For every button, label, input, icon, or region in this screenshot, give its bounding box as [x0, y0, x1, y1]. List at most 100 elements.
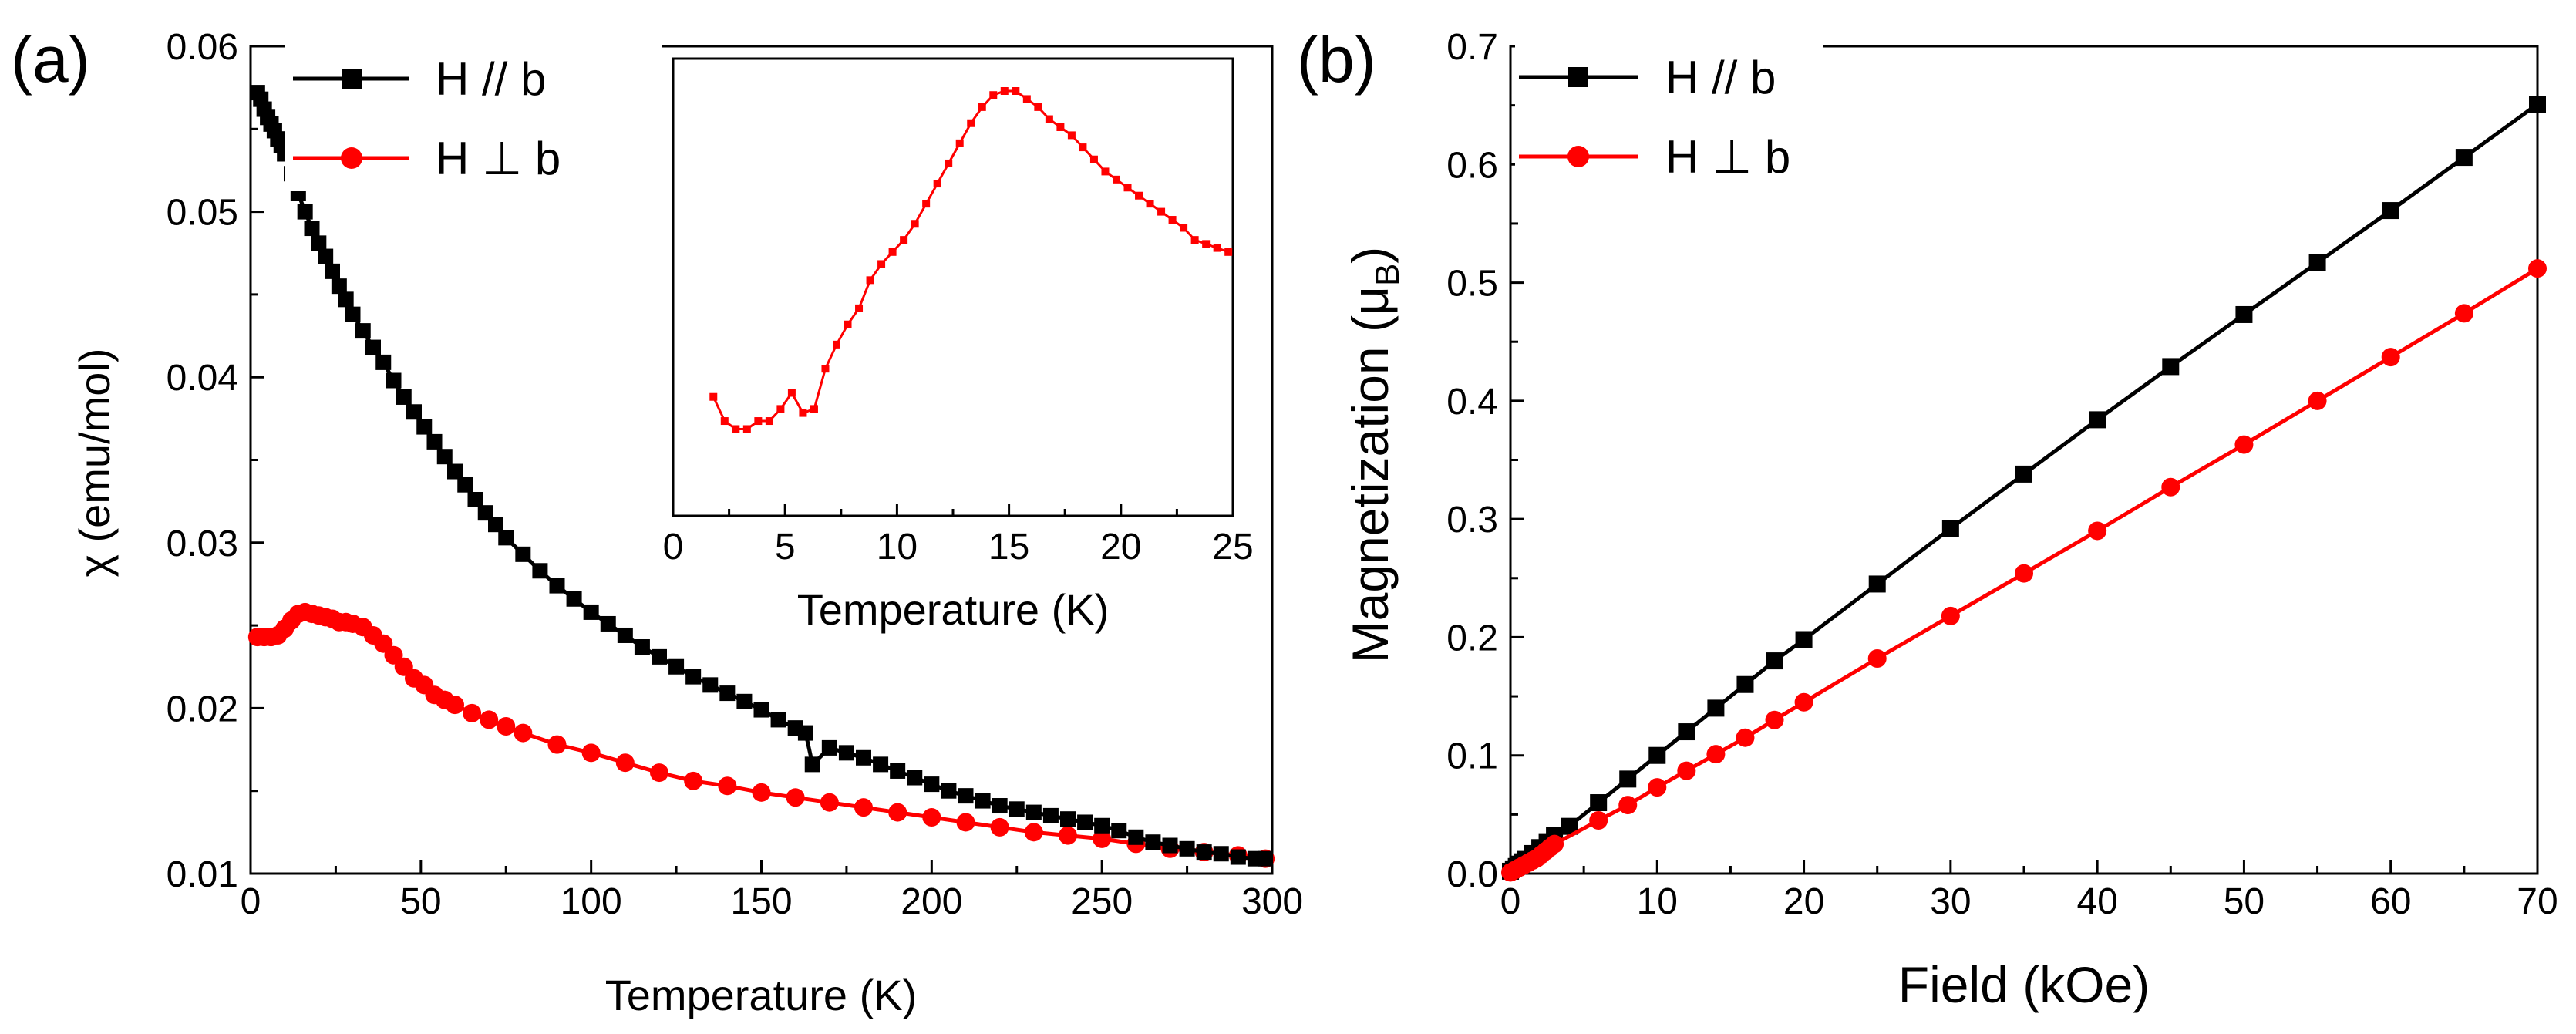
data-point [1213, 244, 1221, 252]
x-tick-label: 25 [1212, 527, 1253, 568]
data-point [463, 703, 482, 722]
data-point [810, 405, 818, 413]
x-tick-label: 0 [663, 527, 684, 568]
data-point [1042, 807, 1059, 823]
data-point [975, 793, 991, 809]
data-point [770, 712, 786, 728]
data-point [978, 103, 986, 111]
data-point [436, 449, 453, 465]
data-point [877, 260, 886, 268]
data-point [1056, 123, 1065, 131]
data-point [652, 648, 667, 665]
data-point [1794, 692, 1813, 712]
data-point [776, 405, 785, 413]
data-point [1213, 846, 1229, 862]
data-point [1678, 723, 1695, 741]
data-point [1224, 248, 1233, 256]
data-point [2381, 348, 2400, 367]
panel-b-plot-area [1501, 96, 2547, 882]
data-point [888, 803, 907, 822]
panel-a-legend: H // b H ⊥ b [285, 45, 662, 191]
x-tick-label: 70 [2517, 881, 2557, 922]
y-tick-label: 0.0 [1446, 854, 1498, 895]
data-point [900, 236, 908, 244]
data-point [844, 320, 852, 328]
data-point [955, 139, 964, 147]
data-point [1589, 811, 1608, 830]
inset-plot-area [709, 87, 1233, 433]
y-tick-label: 0.01 [167, 854, 238, 895]
data-point [1128, 829, 1144, 845]
data-point [668, 658, 685, 675]
data-point [488, 517, 503, 533]
data-point [498, 530, 514, 546]
panel-b-ylabel: Magnetization (μB) [1342, 247, 1406, 664]
y-tick-label: 0.5 [1446, 264, 1498, 305]
data-point [2308, 391, 2327, 410]
data-point [1135, 191, 1143, 200]
data-point [1025, 804, 1042, 820]
data-point [2234, 435, 2254, 454]
data-point [583, 604, 599, 620]
data-point [1867, 649, 1887, 669]
data-point [832, 340, 840, 349]
panel-b-ylabel-main: Magnetization (μ [1342, 286, 1399, 663]
data-point [736, 693, 753, 709]
y-tick-label: 0.02 [167, 689, 238, 729]
data-point [446, 696, 464, 715]
x-tick-label: 10 [877, 527, 918, 568]
data-point [838, 745, 854, 761]
data-point [752, 783, 771, 802]
panel-b-legend-box [1515, 45, 1823, 191]
data-point [1045, 115, 1053, 123]
data-point [416, 419, 433, 435]
inset-frame [672, 57, 1234, 517]
data-point [1059, 826, 1077, 845]
data-point [1123, 184, 1132, 192]
data-point [2382, 202, 2399, 220]
data-point [685, 669, 702, 685]
data-point [804, 756, 820, 773]
panel-b-label: (b) [1297, 23, 1376, 96]
x-tick-label: 20 [1783, 881, 1824, 922]
data-point [888, 248, 897, 256]
data-point [854, 798, 873, 817]
data-point [1190, 236, 1199, 244]
data-point [1545, 834, 1564, 854]
data-point [1736, 675, 1754, 693]
data-point [720, 417, 729, 426]
y-tick-label: 0.05 [167, 193, 238, 234]
data-point [992, 798, 1008, 814]
data-point [821, 739, 837, 756]
data-point [922, 808, 941, 827]
data-point [1619, 770, 1637, 788]
x-tick-label: 40 [2076, 881, 2117, 922]
data-point [719, 685, 736, 702]
x-tick-label: 30 [1930, 881, 1971, 922]
data-point [1012, 87, 1020, 95]
data-point [1024, 823, 1043, 842]
data-point [2454, 304, 2473, 323]
data-point [1145, 834, 1161, 850]
y-tick-label: 0.1 [1446, 736, 1498, 777]
data-point [480, 710, 499, 729]
data-point [2161, 477, 2180, 497]
data-point [967, 119, 975, 127]
data-point [797, 725, 813, 741]
data-point [1009, 801, 1025, 817]
data-point [1648, 778, 1667, 797]
data-point [1094, 817, 1110, 834]
data-point [615, 753, 635, 773]
data-point [1000, 87, 1009, 95]
y-tick-label: 0.06 [167, 27, 238, 68]
data-point [765, 417, 773, 426]
data-point [742, 425, 751, 433]
y-tick-label: 0.3 [1446, 500, 1498, 541]
y-tick-label: 0.2 [1446, 618, 1498, 658]
x-tick-label: 15 [988, 527, 1029, 568]
data-point [1706, 745, 1726, 764]
panel-a-axes: 0 50 100 150 200 250 3000.010.020.030.040.050.… [167, 27, 1303, 922]
data-point [1146, 200, 1154, 208]
data-point [990, 817, 1009, 837]
data-point [375, 354, 392, 370]
